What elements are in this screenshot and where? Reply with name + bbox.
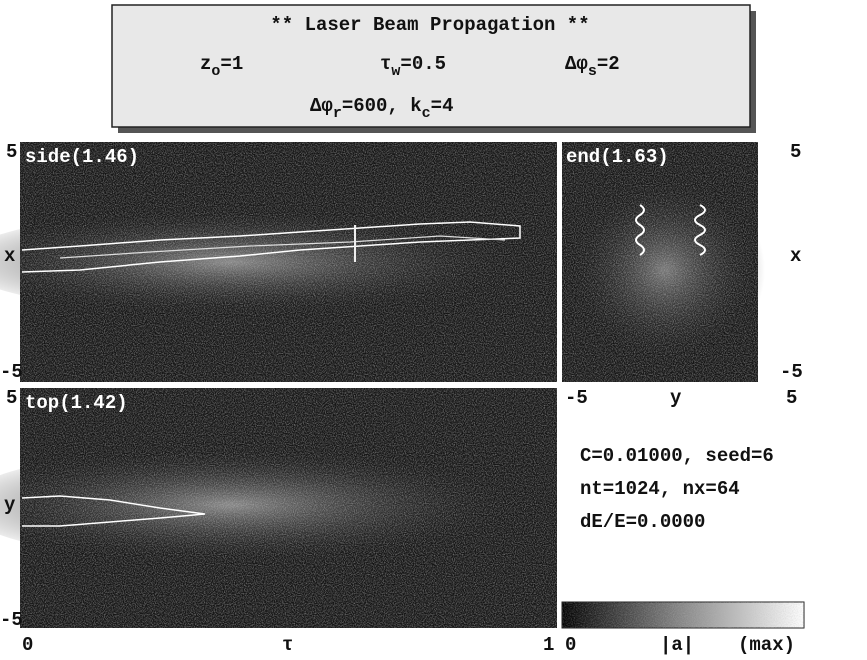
info-line: nt=1024, nx=64 (580, 478, 740, 500)
end-panel: end(1.63) (562, 142, 765, 382)
colorbar-label: |a| (660, 634, 694, 656)
text-part: Δφ (565, 53, 588, 75)
text-part: s (588, 63, 597, 80)
header-box (111, 4, 751, 128)
param: τw=0.5 (380, 53, 446, 80)
top-panel: top(1.42) (0, 388, 560, 628)
axis-label: 0 (22, 634, 33, 656)
colorbar-label: (max) (738, 634, 795, 656)
axis-label: x (4, 245, 15, 267)
axis-label: 5 (6, 387, 17, 409)
axis-label: 1 (543, 634, 554, 656)
text-part: =1 (220, 53, 243, 75)
side-panel: side(1.46) (0, 142, 560, 382)
info-line: C=0.01000, seed=6 (580, 445, 774, 467)
axis-label: -5 (0, 361, 23, 383)
axis-label: y (670, 387, 682, 409)
param: Δφs=2 (565, 53, 620, 80)
text-part: =2 (597, 53, 620, 75)
axis-label: x (790, 245, 801, 267)
text-part: w (391, 63, 400, 80)
text-part: z (200, 53, 211, 75)
colorbar-label: 0 (565, 634, 576, 656)
axis-label: -5 (565, 387, 588, 409)
axis-label: -5 (0, 609, 23, 631)
panel-label: top(1.42) (25, 392, 128, 414)
colorbar-grain (562, 602, 804, 628)
text-part: τ (380, 53, 391, 75)
axis-label: 5 (786, 387, 797, 409)
header-title: ** Laser Beam Propagation ** (270, 14, 589, 36)
axis-label: -5 (780, 361, 803, 383)
param: zo=1 (200, 53, 243, 80)
axis-label: 5 (790, 141, 801, 163)
text-part: o (211, 63, 220, 80)
info-line: dE/E=0.0000 (580, 511, 705, 533)
text-part: =0.5 (400, 53, 446, 75)
axis-label: τ (282, 634, 293, 656)
panel-label: end(1.63) (566, 146, 669, 168)
axis-label: 5 (6, 141, 17, 163)
text-part: r (333, 105, 342, 122)
param: Δφr=600, kc=4 (310, 95, 453, 122)
text-part: Δφ (310, 95, 333, 117)
text-part: =600, k (342, 95, 422, 117)
panel-label: side(1.46) (25, 146, 139, 168)
axis-label: y (4, 494, 16, 516)
text-part: =4 (431, 95, 454, 117)
text-part: c (422, 105, 431, 122)
